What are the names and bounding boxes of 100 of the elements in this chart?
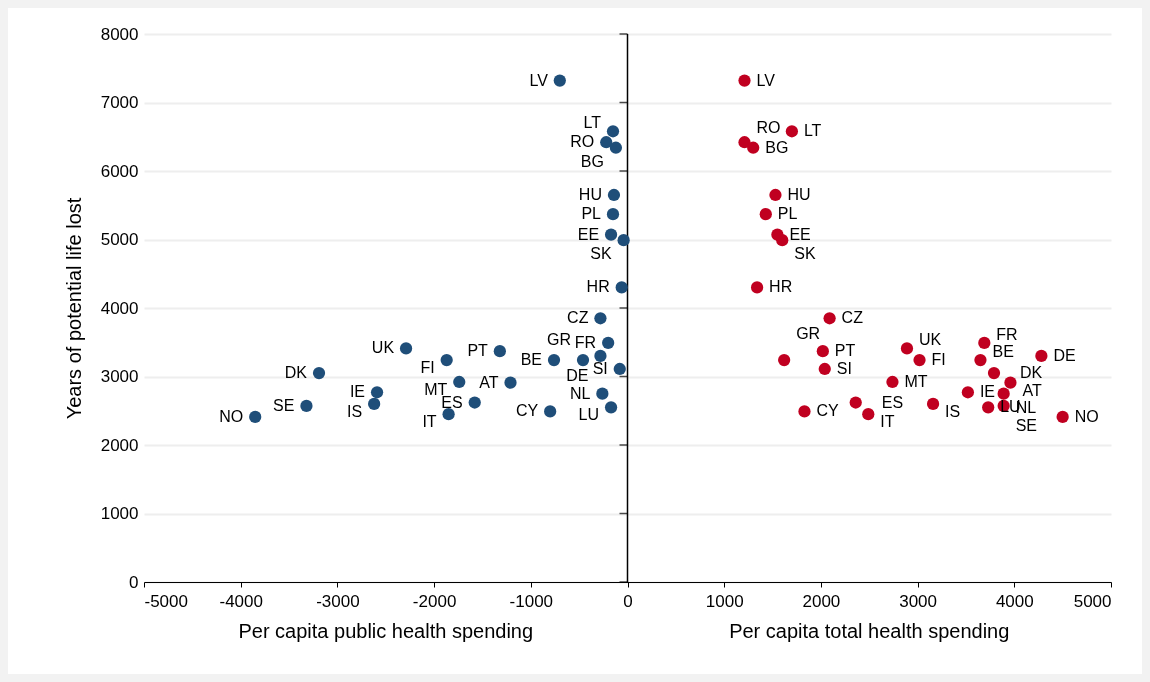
data-label: RO — [756, 119, 781, 137]
point — [987, 366, 1001, 380]
y-tick-label: 6000 — [100, 161, 139, 181]
point — [440, 353, 453, 367]
data-label: SK — [590, 245, 612, 263]
data-label: FR — [574, 333, 597, 351]
point — [738, 74, 751, 87]
point — [493, 345, 506, 358]
point — [1004, 376, 1017, 389]
x-tick-label: 4000 — [995, 591, 1034, 611]
x-tick-label: -1000 — [509, 591, 554, 611]
y-axis-title: Years of potential life lost — [62, 197, 85, 420]
data-label: SI — [836, 359, 852, 377]
x-tick-label: 2000 — [802, 591, 841, 611]
data-label: UK — [918, 331, 942, 349]
point — [442, 408, 455, 421]
data-label: PL — [777, 205, 798, 223]
y-tick-label: 4000 — [100, 298, 139, 318]
x-tick-label: -5000 — [144, 591, 188, 611]
point — [370, 386, 384, 399]
point — [594, 312, 607, 325]
point — [1056, 410, 1069, 424]
data-label: EE — [577, 225, 600, 243]
data-label: DK — [284, 364, 308, 382]
point — [504, 376, 517, 389]
point — [900, 342, 914, 355]
data-label: CY — [816, 402, 840, 420]
point — [606, 208, 620, 221]
data-label: HU — [787, 185, 811, 203]
point — [602, 336, 615, 350]
point — [862, 408, 875, 421]
y-tick-label: 5000 — [100, 230, 139, 249]
x-tick-label: -2000 — [412, 591, 457, 611]
x-tick-label: 5000 — [1073, 591, 1112, 611]
point — [606, 125, 620, 138]
data-label: DK — [1019, 364, 1043, 382]
data-label: CZ — [841, 309, 864, 327]
data-label: FI — [931, 351, 946, 369]
data-label: NO — [1074, 407, 1099, 425]
data-label: LU — [578, 406, 600, 424]
data-label: FR — [996, 325, 1018, 343]
data-label: BE — [992, 343, 1014, 361]
point — [604, 228, 618, 241]
y-tick-label: 0 — [129, 572, 139, 592]
data-label: MT — [904, 372, 928, 390]
point — [609, 141, 623, 154]
point — [594, 349, 607, 363]
point — [913, 353, 926, 367]
data-label: IS — [945, 402, 961, 420]
data-label: IE — [349, 383, 366, 401]
point — [978, 336, 991, 350]
point — [453, 375, 466, 389]
data-label: LT — [803, 122, 822, 140]
data-label: RO — [570, 133, 595, 151]
point — [769, 188, 782, 202]
data-label: NO — [219, 407, 244, 425]
point — [776, 234, 789, 247]
data-label: PT — [467, 342, 489, 360]
data-label: UK — [371, 339, 395, 357]
point — [818, 362, 831, 376]
point — [300, 399, 313, 413]
point — [886, 375, 899, 389]
point — [607, 188, 621, 202]
data-label: IT — [880, 413, 895, 431]
y-tick-label: 1000 — [100, 504, 139, 523]
data-label: CY — [515, 402, 539, 420]
data-label: HR — [769, 278, 793, 296]
data-label: LV — [529, 71, 549, 89]
data-label: DE — [566, 366, 589, 384]
data-label: LV — [756, 71, 776, 89]
point — [961, 386, 975, 399]
point — [600, 136, 613, 149]
point — [576, 353, 590, 367]
data-label: PT — [834, 342, 856, 360]
point — [816, 345, 829, 358]
data-label: SK — [794, 245, 816, 263]
point — [547, 353, 561, 367]
data-label: SE — [273, 396, 295, 414]
point — [615, 281, 628, 294]
point — [399, 342, 413, 355]
point — [823, 312, 836, 325]
x-tick-label: -3000 — [316, 591, 360, 611]
point — [759, 208, 772, 221]
data-label: NL — [569, 384, 591, 402]
y-tick-label: 3000 — [100, 367, 139, 386]
text: Per capita public health spending — [238, 620, 534, 642]
data-label: MT — [424, 380, 448, 398]
data-label: IT — [422, 413, 437, 431]
data-label: GR — [796, 325, 821, 343]
point — [926, 397, 940, 411]
point — [249, 410, 262, 424]
point — [617, 234, 630, 247]
data-label: EE — [789, 225, 811, 243]
data-label: ES — [881, 393, 904, 411]
data-label: AT — [1022, 381, 1042, 399]
point — [778, 353, 791, 367]
data-label: AT — [479, 373, 499, 391]
data-label: GR — [547, 331, 572, 349]
point — [785, 125, 799, 138]
point — [596, 387, 609, 400]
